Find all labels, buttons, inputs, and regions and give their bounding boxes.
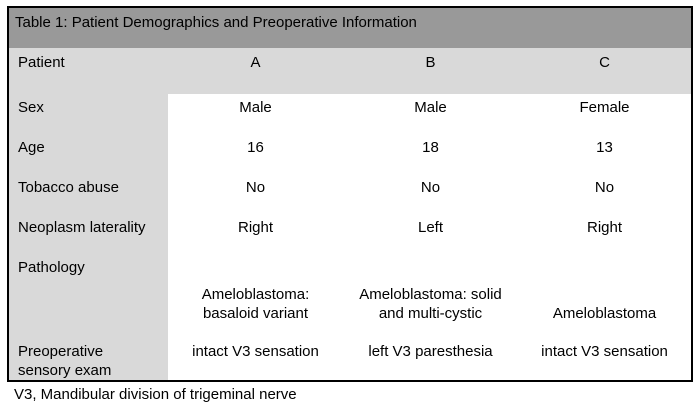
- text-line: Male: [414, 99, 447, 116]
- table-title: Table 1: Patient Demographics and Preope…: [8, 7, 693, 48]
- row-label: Tobacco abuse: [8, 174, 168, 214]
- table-row-neoplasm-laterality: Neoplasm laterality Right Left Right: [8, 214, 693, 254]
- row-label: Age: [8, 134, 168, 174]
- text-line: 16: [247, 139, 264, 156]
- text-line: Ameloblastoma: solid: [359, 286, 502, 303]
- header-patient-label: Patient: [8, 48, 168, 94]
- cell-patient-b: 18: [343, 134, 518, 174]
- table-row-sex: Sex Male Male Female: [8, 94, 693, 134]
- cell-patient-a: 16: [168, 134, 343, 174]
- cell-patient-b: Male: [343, 94, 518, 134]
- table-header-row: Patient A B C: [8, 48, 693, 94]
- cell-patient-c: Right: [518, 214, 693, 254]
- table-row-tobacco-abuse: Tobacco abuse No No No: [8, 174, 693, 214]
- row-label: Preoperative sensory exam: [8, 338, 168, 381]
- text-line: Right: [587, 219, 623, 236]
- cell-patient-b: left V3 paresthesia: [343, 338, 518, 381]
- cell-patient-a: Ameloblastoma: basaloid variant: [168, 254, 343, 338]
- text-line: Male: [239, 99, 272, 116]
- text-line: No: [594, 179, 615, 196]
- text-line: Pathology: [18, 259, 85, 276]
- cell-patient-c: Ameloblastoma: [518, 254, 693, 338]
- header-col-a: A: [168, 48, 343, 94]
- row-label: Pathology: [8, 254, 168, 338]
- cell-patient-c: Female: [518, 94, 693, 134]
- table-row-pathology: Pathology Ameloblastoma: basaloid varian…: [8, 254, 693, 338]
- row-label: Neoplasm laterality: [8, 214, 168, 254]
- text-line: intact V3 sensation: [192, 343, 319, 360]
- text-line: sensory exam: [18, 362, 112, 379]
- patient-demographics-table: Table 1: Patient Demographics and Preope…: [7, 6, 694, 382]
- text-line: Right: [237, 219, 274, 236]
- text-line: Sex: [18, 99, 44, 116]
- text-line: Ameloblastoma: [552, 305, 657, 322]
- cell-patient-a: intact V3 sensation: [168, 338, 343, 381]
- header-col-b: B: [343, 48, 518, 94]
- text-line: Age: [18, 139, 45, 156]
- row-label: Sex: [8, 94, 168, 134]
- table-row-age: Age 16 18 13: [8, 134, 693, 174]
- text-line: No: [420, 179, 441, 196]
- text-line: and multi-cystic: [378, 305, 483, 322]
- cell-patient-b: Ameloblastoma: solid and multi-cystic: [343, 254, 518, 338]
- text-line: Ameloblastoma:: [201, 286, 310, 303]
- text-line: intact V3 sensation: [541, 343, 668, 360]
- cell-patient-c: 13: [518, 134, 693, 174]
- text-line: Neoplasm laterality: [18, 219, 146, 236]
- cell-patient-b: No: [343, 174, 518, 214]
- text-line: basaloid variant: [202, 305, 309, 322]
- cell-patient-a: Right: [168, 214, 343, 254]
- cell-patient-c: intact V3 sensation: [518, 338, 693, 381]
- table-row-preoperative-sensory-exam: Preoperative sensory exam intact V3 sens…: [8, 338, 693, 381]
- text-line: left V3 paresthesia: [368, 343, 493, 360]
- table-footnote: V3, Mandibular division of trigeminal ne…: [14, 386, 297, 403]
- text-line: 18: [422, 139, 439, 156]
- cell-patient-a: Male: [168, 94, 343, 134]
- cell-patient-a: No: [168, 174, 343, 214]
- header-col-c: C: [518, 48, 693, 94]
- table-title-row: Table 1: Patient Demographics and Preope…: [8, 7, 693, 48]
- cell-patient-c: No: [518, 174, 693, 214]
- text-line: Female: [579, 99, 630, 116]
- text-line: Preoperative: [18, 343, 104, 360]
- text-line: Left: [417, 219, 444, 236]
- text-line: Tobacco abuse: [18, 179, 119, 196]
- cell-patient-b: Left: [343, 214, 518, 254]
- text-line: No: [245, 179, 266, 196]
- text-line: 13: [596, 139, 613, 156]
